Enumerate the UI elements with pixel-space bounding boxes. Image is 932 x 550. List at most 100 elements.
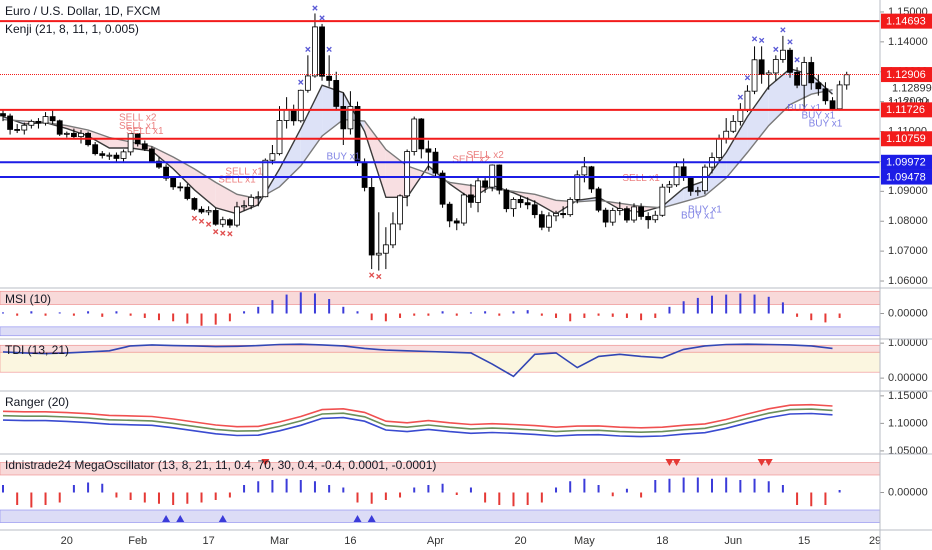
- candle-body: [361, 162, 368, 188]
- y-tick-label: 1.10000: [888, 417, 928, 429]
- candle-body: [631, 206, 637, 221]
- candle-body: [397, 195, 403, 225]
- histogram-bar: [285, 294, 288, 314]
- signal-mark: [305, 46, 311, 52]
- candle-body: [737, 109, 744, 122]
- histogram-bar: [328, 299, 331, 314]
- candle-body: [99, 153, 106, 156]
- candle-body: [446, 203, 453, 222]
- signal-mark: [758, 37, 765, 44]
- histogram-bar: [810, 313, 813, 321]
- histogram-bar: [767, 296, 770, 314]
- candle-body: [120, 151, 127, 159]
- candle-body: [468, 194, 474, 203]
- candle-body: [141, 143, 148, 150]
- histogram-bar: [654, 313, 657, 318]
- histogram-bar: [101, 483, 104, 493]
- histogram-bar: [555, 487, 558, 493]
- histogram-bar: [271, 480, 274, 493]
- buy-signal: [176, 515, 185, 522]
- indicator-line: [2, 403, 833, 429]
- histogram-bar: [16, 492, 19, 505]
- candle-body: [248, 196, 255, 207]
- histogram-bar: [455, 492, 458, 495]
- histogram-bar: [739, 480, 742, 493]
- candle-body: [340, 106, 347, 130]
- histogram-bar: [796, 313, 799, 317]
- histogram-bar: [200, 492, 203, 503]
- histogram-bar: [413, 313, 416, 316]
- histogram-bar: [455, 313, 458, 316]
- histogram-bar: [824, 492, 827, 505]
- average-fill: [747, 86, 769, 153]
- histogram-bar: [668, 306, 671, 314]
- histogram-bar: [2, 485, 4, 493]
- y-tick-label: 1.06000: [888, 275, 928, 287]
- candle-body: [368, 187, 375, 256]
- signal-mark: [198, 218, 205, 224]
- candle-body: [297, 89, 304, 122]
- chart-title: Euro / U.S. Dollar, 1D, FXCM: [5, 4, 160, 18]
- candle-body: [460, 194, 467, 224]
- histogram-bar: [129, 313, 132, 316]
- price-level-box: [881, 131, 932, 147]
- candle-body: [531, 204, 538, 216]
- candle-body: [255, 196, 262, 199]
- histogram-bar: [299, 292, 302, 314]
- signal-label: SELL x1: [218, 175, 256, 186]
- histogram-bar: [172, 313, 175, 322]
- candle-body: [609, 210, 616, 223]
- average-fill: [215, 182, 237, 214]
- candle-body: [276, 120, 283, 155]
- histogram-bar: [129, 492, 132, 500]
- histogram-bar: [299, 480, 302, 493]
- histogram-bar: [44, 492, 47, 505]
- signal-mark: [319, 15, 325, 21]
- x-tick-label: 29: [869, 535, 881, 547]
- average-fill: [279, 128, 301, 187]
- candle-body: [595, 188, 602, 211]
- histogram-bar: [469, 312, 472, 314]
- signal-mark: [751, 36, 758, 42]
- average-fill: [683, 180, 705, 202]
- histogram-bar: [399, 492, 402, 498]
- candle-body: [616, 208, 623, 211]
- average-line: [2, 68, 833, 215]
- candle-body: [326, 75, 333, 81]
- candle-body: [312, 26, 318, 77]
- price-level-box: [881, 102, 932, 118]
- histogram-bar: [668, 478, 671, 493]
- buy-signal: [162, 515, 171, 522]
- candle-body: [439, 172, 446, 205]
- price-level-label: 1.12906: [886, 69, 926, 81]
- signal-mark: [780, 27, 786, 33]
- histogram-bar: [87, 482, 90, 493]
- candle-body: [219, 219, 226, 225]
- candle-body: [829, 100, 836, 110]
- signal-label: SELL x1: [126, 126, 164, 137]
- x-tick-label: Apr: [427, 535, 444, 547]
- pane-title: Ranger (20): [5, 395, 69, 409]
- sell-signal: [757, 459, 766, 466]
- candle-body: [404, 151, 411, 197]
- last-price: 1.12899: [892, 83, 932, 95]
- signal-label: BUY x1: [688, 205, 722, 216]
- signal-label: SELL x2: [466, 150, 504, 161]
- signal-mark: [220, 230, 226, 236]
- histogram-bar: [172, 492, 175, 505]
- candle-body: [304, 75, 311, 91]
- histogram-bar: [682, 301, 685, 314]
- x-tick-label: 17: [202, 535, 214, 547]
- histogram-bar: [512, 311, 515, 314]
- candle-body: [659, 186, 666, 216]
- signal-label: BUY x1: [326, 152, 360, 163]
- buy-signal: [353, 515, 362, 522]
- y-tick-label: 1.15000: [888, 6, 928, 18]
- histogram-bar: [143, 313, 146, 318]
- histogram-bar: [243, 311, 246, 314]
- candle-body: [624, 208, 630, 221]
- candle-body: [411, 118, 418, 152]
- candle-body: [382, 244, 389, 254]
- candle-body: [645, 216, 652, 221]
